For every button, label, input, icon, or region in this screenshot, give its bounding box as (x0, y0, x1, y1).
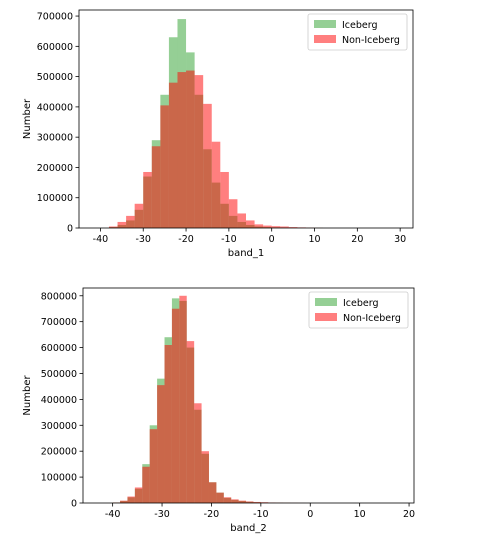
y-tick-label: 0 (71, 499, 77, 510)
y-tick-label: 200000 (41, 447, 77, 458)
y-tick-label: 700000 (41, 317, 77, 328)
bar-non-iceberg-13 (220, 171, 229, 228)
y-tick-label: 500000 (37, 72, 73, 83)
x-tick-label: 30 (394, 234, 406, 245)
x-tick-label: 20 (403, 509, 415, 520)
histogram-band-2: -40 -30 -20 -10 0 10 20 0 100000 200000 300000 400… (22, 287, 415, 534)
bars-band-1 (108, 19, 324, 229)
bar-non-iceberg-9 (179, 295, 187, 503)
x-tick-label: -30 (154, 509, 170, 520)
x-axis-label-band-1: band_1 (228, 248, 265, 259)
axes-frame-band-1 (78, 9, 414, 229)
axes-frame-band-2 (82, 287, 415, 504)
x-ticks-band-2: -40 -30 -20 -10 0 10 20 (105, 503, 415, 520)
bar-non-iceberg-16 (231, 499, 239, 503)
bar-non-iceberg-14 (228, 199, 238, 228)
x-ticks-band-1: -40 -30 -20 -10 0 10 20 30 (93, 228, 406, 245)
y-tick-label: 0 (67, 224, 73, 235)
y-tick-label: 700000 (37, 12, 73, 23)
y-tick-label: 600000 (41, 343, 77, 354)
x-tick-label: 0 (269, 234, 275, 245)
bar-non-iceberg-5 (149, 429, 158, 503)
bar-non-iceberg-2 (126, 215, 135, 228)
x-tick-label: -10 (221, 234, 237, 245)
y-ticks-band-1: 0 100000 200000 300000 400000 500000 600000 700… (37, 12, 79, 235)
bar-non-iceberg-12 (201, 451, 209, 503)
bar-non-iceberg-15 (237, 213, 246, 228)
x-tick-label: -20 (178, 234, 194, 245)
y-tick-label: 300000 (41, 421, 77, 432)
y-tick-label: 400000 (41, 395, 77, 406)
bar-non-iceberg-12 (211, 141, 221, 228)
bar-non-iceberg-9 (186, 70, 195, 228)
bars-band-2 (112, 295, 313, 503)
bar-non-iceberg-20 (280, 226, 289, 228)
bar-non-iceberg-11 (203, 103, 212, 228)
bar-non-iceberg-2 (127, 496, 135, 503)
y-axis-label-band-2: Number (22, 375, 33, 416)
bar-non-iceberg-19 (271, 226, 281, 228)
bar-non-iceberg-10 (186, 341, 195, 503)
y-ticks-band-2: 0 100000 200000 300000 400000 500000 600000 700… (41, 291, 83, 510)
bar-non-iceberg-4 (143, 171, 152, 228)
bar-non-iceberg-8 (171, 308, 180, 503)
x-axis-label-band-2: band_2 (230, 523, 267, 534)
y-tick-label: 200000 (37, 163, 73, 174)
x-tick-label: 10 (308, 234, 320, 245)
bar-non-iceberg-21 (288, 227, 298, 228)
bar-non-iceberg-7 (164, 344, 172, 503)
bar-non-iceberg-3 (134, 487, 143, 503)
legend-swatch-iceberg (314, 20, 336, 28)
bar-non-iceberg-4 (142, 466, 150, 503)
bar-non-iceberg-1 (120, 500, 128, 503)
x-tick-label: -40 (105, 509, 121, 520)
bar-non-iceberg-0 (108, 226, 118, 228)
y-tick-label: 800000 (41, 291, 77, 302)
x-tick-label: 20 (351, 234, 363, 245)
x-tick-label: 10 (354, 509, 366, 520)
bar-non-iceberg-14 (216, 492, 224, 503)
y-tick-label: 100000 (37, 193, 73, 204)
legend-swatch-non-iceberg (315, 313, 337, 321)
bar-non-iceberg-10 (194, 75, 204, 228)
bar-non-iceberg-11 (194, 403, 202, 503)
histogram-band-1: -40 -30 -20 -10 0 10 20 30 0 100000 200000 300000 4… (22, 9, 414, 259)
legend-label-iceberg: Iceberg (342, 20, 378, 31)
legend-label-iceberg: Iceberg (343, 298, 379, 309)
bar-non-iceberg-18 (246, 501, 254, 503)
bar-non-iceberg-6 (157, 385, 165, 503)
x-tick-label: -30 (135, 234, 151, 245)
legend-swatch-iceberg (315, 298, 337, 306)
legend-band-1: Iceberg Non-Iceberg (307, 13, 408, 51)
bar-non-iceberg-6 (160, 105, 169, 228)
y-tick-label: 600000 (37, 42, 73, 53)
x-tick-label: -10 (253, 509, 269, 520)
y-tick-label: 300000 (37, 133, 73, 144)
bar-non-iceberg-3 (134, 203, 144, 228)
y-tick-label: 100000 (41, 473, 77, 484)
bar-non-iceberg-19 (253, 501, 261, 503)
legend-swatch-non-iceberg (314, 35, 336, 43)
legend-label-non-iceberg: Non-Iceberg (343, 313, 401, 324)
bar-non-iceberg-7 (168, 82, 178, 229)
bar-non-iceberg-5 (151, 146, 161, 228)
y-tick-label: 400000 (37, 102, 73, 113)
bar-non-iceberg-17 (254, 224, 264, 228)
x-tick-label: -40 (93, 234, 109, 245)
bar-non-iceberg-17 (238, 500, 247, 503)
bar-non-iceberg-1 (117, 221, 127, 228)
bar-non-iceberg-15 (223, 497, 232, 503)
bar-non-iceberg-8 (177, 72, 187, 228)
legend-label-non-iceberg: Non-Iceberg (342, 35, 400, 46)
bar-non-iceberg-16 (246, 220, 255, 228)
y-axis-label-band-1: Number (22, 98, 33, 139)
bar-non-iceberg-18 (263, 225, 272, 228)
x-tick-label: 0 (307, 509, 313, 520)
legend-band-2: Iceberg Non-Iceberg (308, 291, 409, 329)
x-tick-label: -20 (204, 509, 220, 520)
y-tick-label: 500000 (41, 369, 77, 380)
bar-non-iceberg-13 (208, 482, 217, 503)
